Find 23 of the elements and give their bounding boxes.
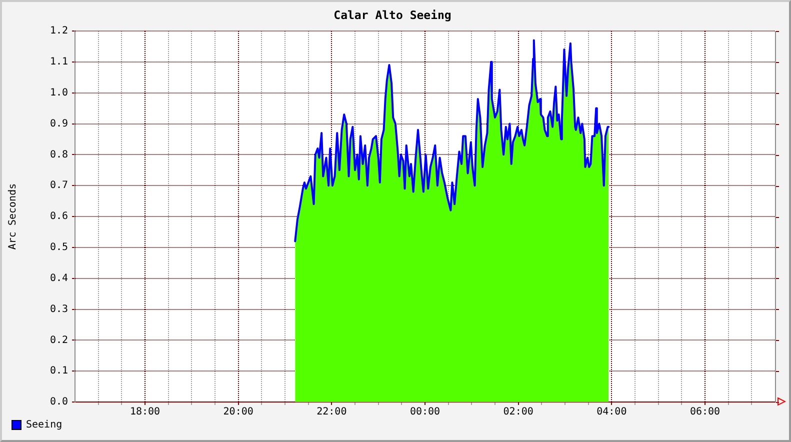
y-tick-label: 0.1 bbox=[50, 366, 68, 377]
y-tick-label: 1.2 bbox=[50, 26, 68, 37]
y-tick-label: 1.0 bbox=[50, 87, 68, 98]
x-tick-label: 00:00 bbox=[410, 406, 440, 418]
x-tick-label: 02:00 bbox=[503, 406, 534, 418]
x-tick-label: 18:00 bbox=[130, 406, 160, 418]
y-tick-label: 0.7 bbox=[50, 180, 68, 192]
y-tick-label: 0.8 bbox=[50, 149, 68, 160]
y-tick-label: 0.4 bbox=[50, 272, 68, 284]
chart-title: Calar Alto Seeing bbox=[334, 8, 452, 22]
y-tick-label: 0.2 bbox=[50, 334, 68, 346]
legend-label: Seeing bbox=[26, 420, 62, 431]
x-tick-label: 04:00 bbox=[596, 406, 627, 418]
x-tick-label: 06:00 bbox=[690, 406, 720, 418]
y-tick-label: 0.6 bbox=[50, 211, 68, 222]
y-tick-label: 0.0 bbox=[50, 396, 68, 408]
x-tick-label: 22:00 bbox=[316, 406, 347, 418]
y-tick-label: 0.9 bbox=[50, 118, 68, 130]
y-tick-label: 0.3 bbox=[50, 304, 68, 315]
y-tick-label: 0.5 bbox=[50, 242, 68, 254]
x-tick-label: 20:00 bbox=[223, 406, 254, 418]
y-axis-title: Arc Seconds bbox=[8, 183, 19, 250]
y-tick-label: 1.1 bbox=[50, 56, 68, 68]
